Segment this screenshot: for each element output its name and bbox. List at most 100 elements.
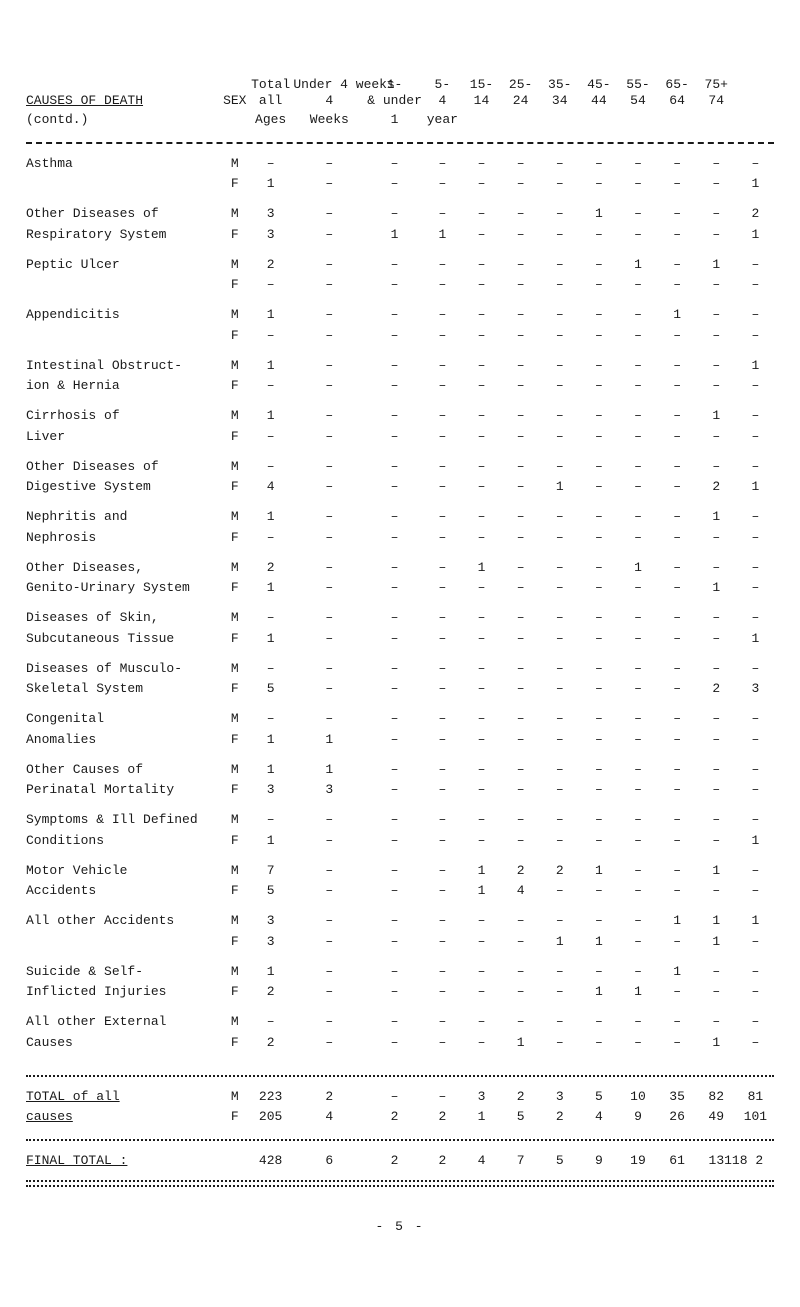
value-cell: – [697,154,736,174]
value-cell: 2 [249,255,292,275]
value-cell: – [423,982,462,1002]
value-cell: – [540,730,579,750]
value-cell: – [292,225,366,245]
value-cell: – [658,629,697,649]
value-cell: – [366,204,423,224]
hdr-15-mid: 14 [462,93,501,111]
totals-f-0: 205 [249,1107,292,1127]
value-cell: – [618,528,657,548]
value-cell: – [423,730,462,750]
value-cell: – [579,962,618,982]
value-cell: 1 [579,204,618,224]
row-gap [25,699,775,709]
table-row: Peptic UlcerM2–––––––1–1– [25,255,775,275]
value-cell: 1 [697,911,736,931]
value-cell: – [540,154,579,174]
value-cell: 1 [618,982,657,1002]
value-cell: – [540,427,579,447]
value-cell: – [366,679,423,699]
value-cell: – [501,730,540,750]
table-row: F3–––––11––1– [25,932,775,952]
value-cell: – [658,558,697,578]
value-cell: 2 [736,204,775,224]
sex-cell: M [221,507,249,527]
value-cell: – [579,154,618,174]
value-cell: – [249,1012,292,1032]
value-cell: – [501,376,540,396]
table-row: AnomaliesF11–––––––––– [25,730,775,750]
value-cell: 3 [249,911,292,931]
value-cell: – [462,659,501,679]
page-number: - 5 - [25,1219,775,1235]
row-gap [25,750,775,760]
value-cell: 1 [697,932,736,952]
value-cell: – [579,679,618,699]
totals-m-6: 3 [540,1087,579,1107]
hdr-1-bot: 1 [366,112,423,130]
row-gap [25,800,775,810]
value-cell: – [501,477,540,497]
value-cell: – [501,326,540,346]
cause-label: Other Diseases of [25,204,221,224]
table-row: ion & HerniaF–––––––––––– [25,376,775,396]
value-cell: – [540,810,579,830]
value-cell: – [462,760,501,780]
value-cell: 1 [736,356,775,376]
value-cell: – [249,608,292,628]
header-row-1: Total Under 4 weeks 1- 5- 15- 25- 35- 45… [25,75,775,93]
value-cell: – [366,305,423,325]
table-row: Diseases of Skin,M–––––––––––– [25,608,775,628]
value-cell: – [462,457,501,477]
cause-label: Anomalies [25,730,221,750]
sex-cell: F [221,730,249,750]
totals-m-10: 82 [697,1087,736,1107]
value-cell: – [697,780,736,800]
hdr-55-mid: 54 [618,93,657,111]
value-cell: – [249,427,292,447]
cause-label: Appendicitis [25,305,221,325]
value-cell: – [423,305,462,325]
hdr-25-mid: 24 [501,93,540,111]
value-cell: – [736,1012,775,1032]
value-cell: – [366,709,423,729]
totals-f-7: 4 [579,1107,618,1127]
value-cell: – [501,578,540,598]
value-cell: – [423,204,462,224]
value-cell: – [462,427,501,447]
value-cell: 1 [736,911,775,931]
value-cell: – [658,275,697,295]
cause-label: Cirrhosis of [25,406,221,426]
value-cell: – [736,709,775,729]
value-cell: – [658,709,697,729]
cause-label: Peptic Ulcer [25,255,221,275]
value-cell: – [366,932,423,952]
totals-row-m: TOTAL of all M 223 2 – – 3 2 3 5 10 35 8… [25,1087,775,1107]
value-cell: 3 [249,225,292,245]
value-cell: – [618,780,657,800]
value-cell: – [292,911,366,931]
sex-cell: M [221,255,249,275]
sex-cell: M [221,861,249,881]
value-cell: – [501,709,540,729]
final-5: 7 [501,1151,540,1171]
totals-m-11: 81 [736,1087,775,1107]
cause-label: Asthma [25,154,221,174]
cause-label: Genito-Urinary System [25,578,221,598]
value-cell: – [292,406,366,426]
final-7: 9 [579,1151,618,1171]
sex-cell: M [221,911,249,931]
table-row: Other Causes ofM11–––––––––– [25,760,775,780]
value-cell: – [540,780,579,800]
value-cell: – [249,659,292,679]
value-cell: – [736,1033,775,1053]
value-cell: 2 [249,1033,292,1053]
value-cell: – [501,659,540,679]
value-cell: – [366,326,423,346]
table-row: Inflicted InjuriesF2––––––11––– [25,982,775,1002]
value-cell: – [423,780,462,800]
table-row: Motor VehicleM7–––1221––1– [25,861,775,881]
value-cell: – [618,174,657,194]
value-cell: 1 [736,477,775,497]
value-cell: – [366,659,423,679]
value-cell: – [366,427,423,447]
